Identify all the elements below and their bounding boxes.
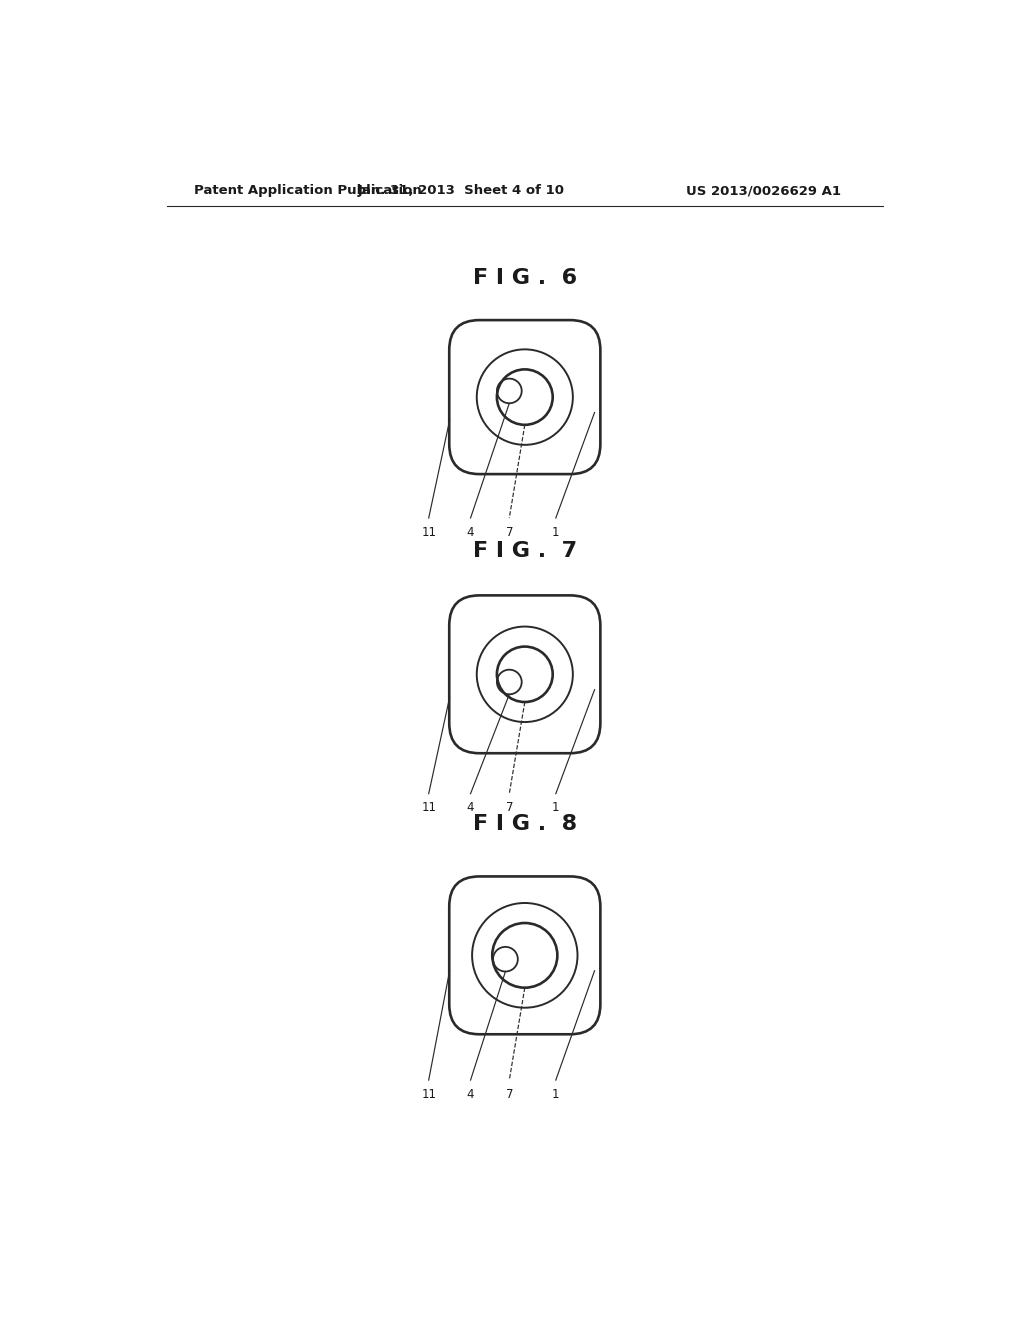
Text: 4: 4 [467,525,474,539]
Text: 11: 11 [421,801,436,814]
Text: F I G .  6: F I G . 6 [473,268,577,288]
Text: F I G .  7: F I G . 7 [473,541,577,561]
Text: Jan. 31, 2013  Sheet 4 of 10: Jan. 31, 2013 Sheet 4 of 10 [357,185,565,197]
Text: 11: 11 [421,525,436,539]
Text: 7: 7 [506,1088,513,1101]
Text: 7: 7 [506,525,513,539]
Text: 4: 4 [467,1088,474,1101]
Text: 1: 1 [552,1088,559,1101]
Text: 1: 1 [552,525,559,539]
Text: Patent Application Publication: Patent Application Publication [194,185,422,197]
Text: 7: 7 [506,801,513,814]
Text: 1: 1 [552,801,559,814]
Text: 11: 11 [421,1088,436,1101]
Text: F I G .  8: F I G . 8 [473,814,577,834]
Text: US 2013/0026629 A1: US 2013/0026629 A1 [686,185,841,197]
Text: 4: 4 [467,801,474,814]
